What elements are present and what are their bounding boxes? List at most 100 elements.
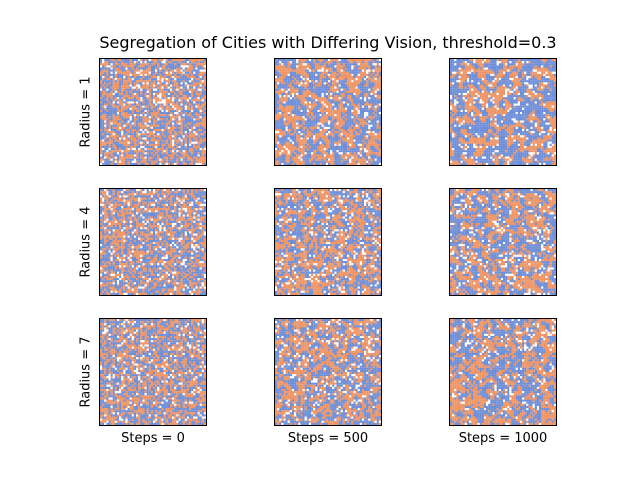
heatmap-cell-group_a [189, 156, 192, 159]
heatmap-cell-group_a [336, 78, 339, 81]
heatmap-cell-group_b [347, 126, 350, 130]
heatmap-cell-group_a [302, 69, 305, 72]
heatmap-cell-group_b [133, 103, 137, 106]
heatmap-cell-empty [199, 84, 202, 87]
heatmap-cell-empty [184, 105, 187, 108]
heatmap-cell-group_a [353, 156, 356, 159]
heatmap-cell-group_b [315, 92, 318, 96]
heatmap-cell-group_a [298, 105, 301, 108]
heatmap-cell-group_a [144, 124, 147, 127]
heatmap-cell-group_a [349, 139, 352, 142]
heatmap-cell-group_b [169, 148, 173, 151]
heatmap-cell-group_b [174, 101, 177, 104]
heatmap-cell-group_b [131, 69, 134, 72]
heatmap-cell-group_b [277, 122, 280, 125]
heatmap-cell-group_a [201, 65, 204, 68]
heatmap-cell-group_b [344, 141, 348, 144]
heatmap-cell-group_a [176, 158, 179, 161]
heatmap-cell-group_a [108, 137, 111, 140]
heatmap-cell-group_a [302, 122, 305, 125]
heatmap-cell-empty [376, 88, 379, 91]
heatmap-cell-group_a [169, 128, 173, 132]
heatmap-cell-empty [298, 156, 301, 159]
heatmap-cell-group_a [340, 154, 343, 157]
heatmap-cell-group_b [355, 145, 358, 149]
heatmap-cell-group_a [308, 65, 312, 68]
heatmap-cell-group_b [119, 107, 122, 110]
heatmap-cell-empty [169, 114, 173, 117]
heatmap-cell-group_a [180, 133, 183, 136]
heatmap-cell-group_b [304, 116, 307, 119]
heatmap-cell-group_a [357, 107, 360, 110]
heatmap-cell-group_a [157, 99, 160, 102]
heatmap-cell-group_b [330, 71, 333, 74]
heatmap-cell-group_a [315, 135, 318, 138]
heatmap-cell-group_b [332, 148, 335, 151]
heatmap-cell-group_a [197, 103, 200, 106]
heatmap-cell-group_a [100, 101, 103, 104]
heatmap-cell-empty [323, 126, 326, 130]
heatmap-cell-group_b [370, 84, 373, 87]
heatmap-cell-group_b [344, 150, 348, 153]
heatmap-cell-group_a [355, 131, 358, 134]
heatmap-cell-group_a [142, 116, 145, 119]
heatmap-cell-group_b [344, 160, 348, 163]
heatmap-cell-group_a [125, 84, 128, 87]
heatmap-cell-empty [148, 59, 151, 62]
heatmap-cell-group_b [370, 107, 373, 110]
heatmap-cell-group_a [127, 97, 130, 100]
heatmap-cell-group_a [279, 78, 282, 81]
heatmap-cell-group_b [289, 158, 293, 161]
heatmap-cell-group_a [165, 158, 168, 161]
heatmap-cell-group_a [138, 122, 141, 125]
heatmap-cell-group_b [146, 145, 149, 149]
heatmap-cell-group_a [291, 118, 295, 121]
heatmap-cell-empty [323, 148, 326, 151]
heatmap-cell-group_a [153, 80, 156, 83]
heatmap-cell-empty [153, 88, 156, 91]
heatmap-cell-group_a [182, 160, 185, 163]
heatmap-cell-group_a [342, 95, 346, 98]
heatmap-cell-group_a [121, 84, 124, 87]
heatmap-cell-group_a [349, 73, 352, 77]
heatmap-cell-group_a [112, 59, 115, 62]
heatmap-cell-group_b [100, 156, 103, 159]
heatmap-cell-group_b [376, 112, 379, 115]
heatmap-cell-group_b [142, 90, 145, 93]
heatmap-cell-group_a [197, 82, 200, 85]
heatmap-cell-group_a [319, 156, 322, 159]
heatmap-cell-group_b [146, 99, 149, 102]
heatmap-cell-group_a [133, 124, 137, 127]
heatmap-cell-group_a [106, 92, 109, 96]
heatmap-cell-group_b [300, 135, 303, 138]
heatmap-cell-group_b [328, 150, 331, 153]
heatmap-cell-group_b [289, 99, 293, 102]
heatmap-cell-group_a [100, 116, 103, 119]
heatmap-cell-group_a [332, 128, 335, 132]
heatmap-cell-group_a [193, 133, 196, 136]
heatmap-cell-group_a [344, 109, 348, 113]
heatmap-cell-group_b [323, 78, 326, 81]
heatmap-cell-group_a [106, 154, 109, 157]
heatmap-cell-group_a [112, 126, 115, 130]
heatmap-cell-group_a [359, 80, 362, 83]
heatmap-cell-group_b [281, 137, 284, 140]
heatmap-cell-group_a [125, 124, 128, 127]
heatmap-cell-group_b [142, 135, 145, 138]
heatmap-cell-group_b [315, 112, 318, 115]
heatmap-cell-group_a [353, 65, 356, 68]
heatmap-cell-group_a [195, 78, 198, 81]
heatmap-cell-group_a [131, 65, 134, 68]
heatmap-cell-group_a [133, 95, 137, 98]
heatmap-cell-group_a [296, 116, 299, 119]
heatmap-cell-group_a [319, 75, 322, 79]
heatmap-cell-group_b [285, 131, 288, 134]
heatmap-cell-group_b [313, 99, 316, 102]
heatmap-cell-group_b [140, 101, 143, 104]
heatmap-cell-group_a [114, 61, 118, 64]
heatmap-cell-group_b [165, 92, 168, 96]
heatmap-cell-group_a [148, 103, 151, 106]
heatmap-cell-group_a [110, 90, 113, 93]
heatmap-cell-group_b [108, 112, 111, 115]
heatmap-cell-group_a [321, 135, 324, 138]
